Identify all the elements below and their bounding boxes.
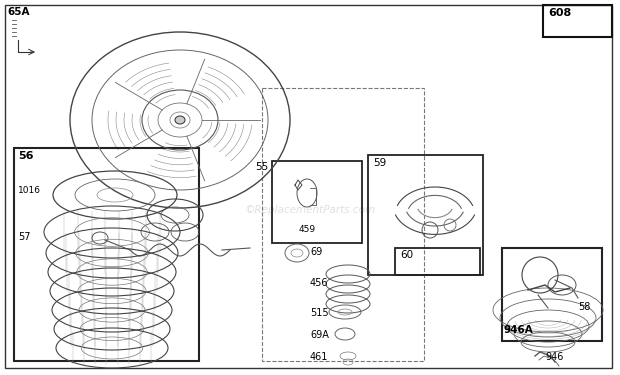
Text: 59: 59 <box>373 158 386 168</box>
Text: 515: 515 <box>310 308 329 318</box>
Bar <box>262 88 424 361</box>
Text: 461: 461 <box>310 352 329 362</box>
Text: 57: 57 <box>18 232 30 242</box>
Bar <box>14 148 199 361</box>
Text: 56: 56 <box>18 151 33 161</box>
Text: 1016: 1016 <box>18 186 41 195</box>
Text: 459: 459 <box>298 225 316 234</box>
Bar <box>395 248 480 275</box>
Text: 69A: 69A <box>310 330 329 340</box>
Text: 69: 69 <box>310 247 322 257</box>
Bar <box>543 5 612 37</box>
Bar <box>368 155 483 275</box>
Text: 946A: 946A <box>504 325 534 335</box>
Text: 946: 946 <box>545 352 564 362</box>
Ellipse shape <box>175 116 185 124</box>
Text: 60: 60 <box>400 250 413 260</box>
Text: 456: 456 <box>310 278 329 288</box>
Text: 58: 58 <box>578 302 590 312</box>
Text: 65A: 65A <box>7 7 30 17</box>
Text: ©ReplacementParts.com: ©ReplacementParts.com <box>244 205 376 215</box>
Text: 55: 55 <box>255 162 268 172</box>
Bar <box>502 248 602 341</box>
Bar <box>272 161 362 243</box>
Text: 608: 608 <box>548 8 571 18</box>
